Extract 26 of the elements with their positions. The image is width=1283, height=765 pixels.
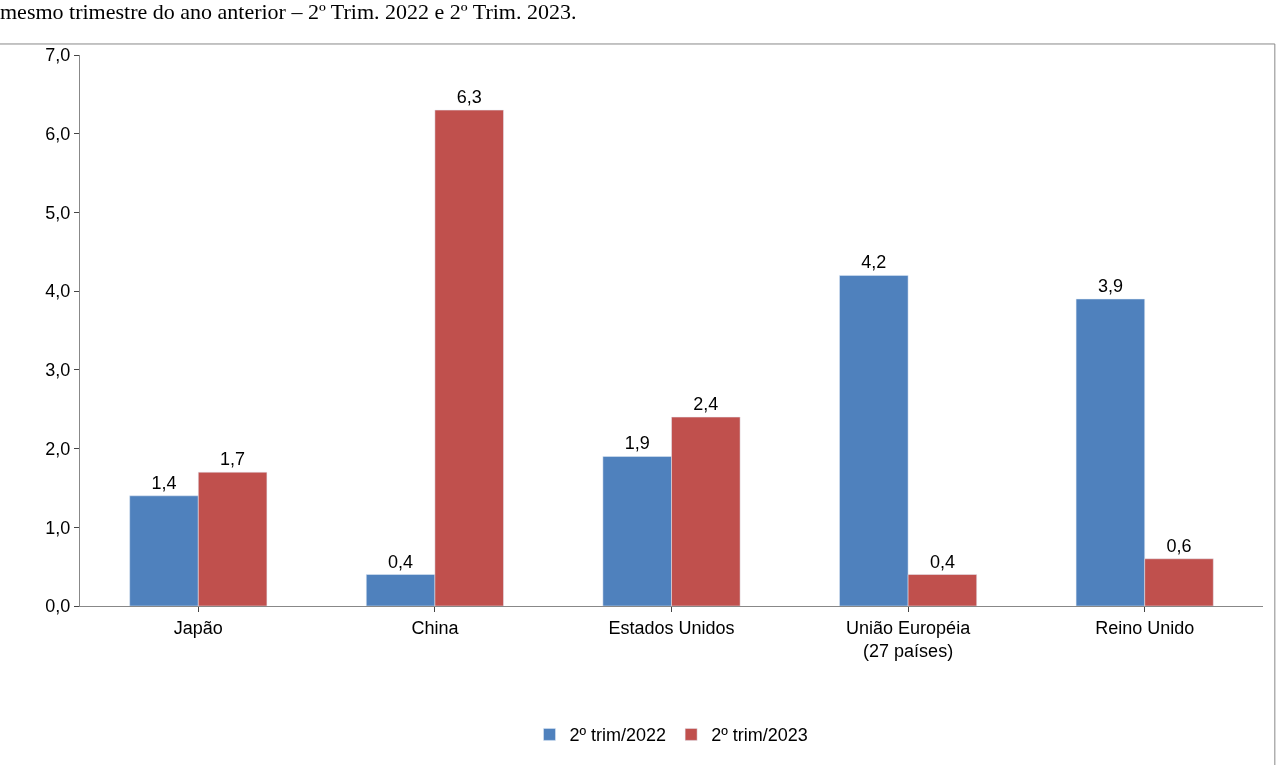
data-label: 6,3: [456, 87, 482, 108]
data-label: 0,4: [388, 551, 414, 572]
y-tick-label: 7,0: [45, 45, 71, 66]
data-label: 4,2: [861, 252, 887, 273]
data-label: 0,4: [929, 551, 955, 572]
y-tick-label: 4,0: [45, 281, 71, 302]
chart-title: mesmo trimestre do ano anterior – 2º Trim. 2022 e 2º Trim. 2023.: [0, 0, 577, 25]
data-label: 1,9: [624, 433, 650, 454]
data-label: 1,4: [151, 472, 177, 493]
y-tick-label: 3,0: [45, 360, 71, 381]
x-tick-label: Estados Unidos: [608, 617, 735, 638]
x-tick-label: China: [411, 617, 460, 638]
legend-label: 2º trim/2023: [711, 725, 808, 746]
x-tick-label: Reino Unido: [1095, 617, 1195, 638]
data-label: 0,6: [1166, 535, 1192, 556]
x-tick-label: União Européia (27 países): [846, 617, 972, 661]
y-tick-label: 5,0: [45, 202, 71, 223]
x-tick-label: Japão: [173, 617, 223, 638]
y-tick-label: 2,0: [45, 438, 71, 459]
y-tick-label: 6,0: [45, 124, 71, 145]
data-label: 2,4: [693, 394, 719, 415]
data-label: 3,9: [1097, 276, 1123, 297]
y-tick-label: 1,0: [45, 517, 71, 538]
data-label: 1,7: [220, 449, 246, 470]
y-tick-label: 0,0: [45, 596, 71, 617]
legend-label: 2º trim/2022: [569, 725, 667, 746]
